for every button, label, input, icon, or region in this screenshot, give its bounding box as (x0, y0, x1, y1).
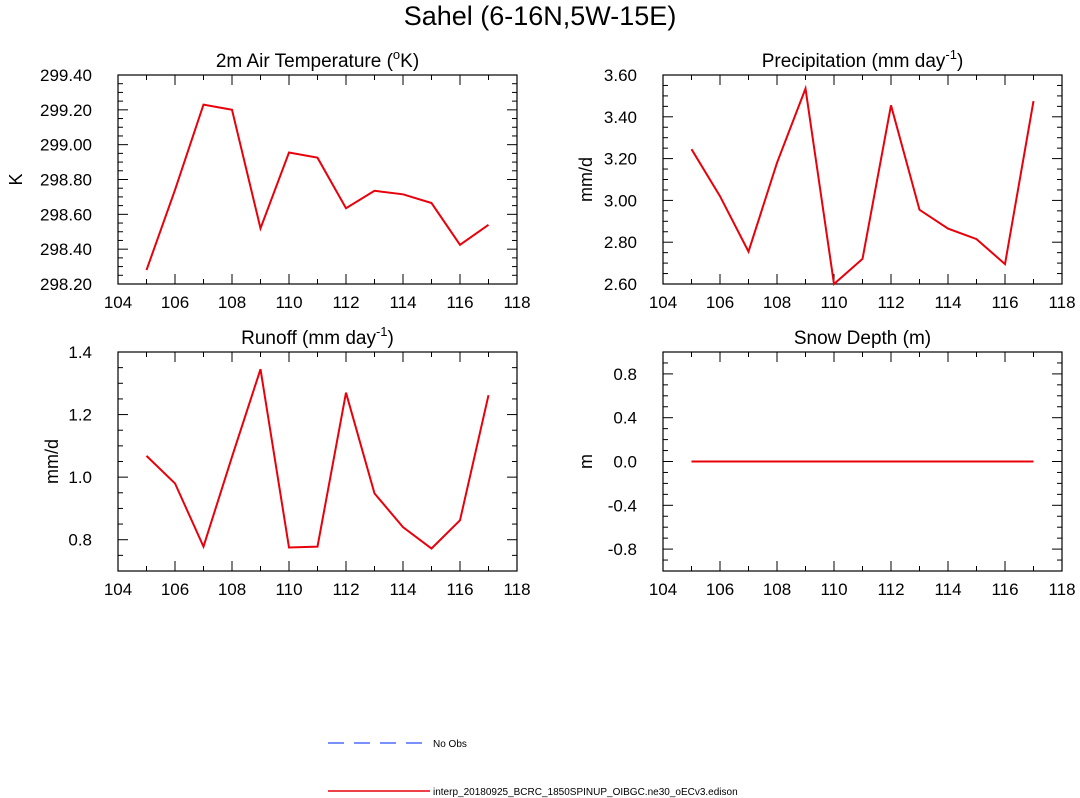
axis-ticks (117, 351, 518, 572)
y-tick-label: -0.4 (608, 496, 637, 515)
y-tick-label: 1.0 (68, 468, 92, 487)
chart-panel-2: 104 106 108 110 112 114 116 118 2.60 2.80 3.00 3.20… (576, 47, 1076, 312)
legend-label: interp_20180925_BCRC_1850SPINUP_OIBGC.ne… (433, 787, 738, 798)
x-tick-label: 118 (1048, 293, 1075, 312)
x-tick-label: 110 (275, 293, 302, 312)
x-tick-label: 114 (934, 293, 961, 312)
y-tick-label: 0.0 (613, 453, 637, 472)
axis-ticks (662, 74, 1063, 285)
x-tick-label: 116 (991, 293, 1018, 312)
x-tick-label: 118 (503, 580, 530, 599)
axis-ticks (662, 351, 1063, 572)
x-tick-label: 110 (820, 293, 847, 312)
panel-title: Snow Depth (m) (794, 328, 931, 349)
panel-title: Runoff (mm day-1) (241, 324, 394, 349)
plot-frame (117, 351, 518, 572)
x-tick-label: 110 (275, 580, 302, 599)
x-tick-label: 108 (763, 580, 791, 599)
y-tick-label: 3.20 (604, 150, 637, 169)
y-axis-label: mm/d (576, 157, 596, 202)
x-tick-label: 104 (649, 580, 677, 599)
y-axis-label: K (6, 173, 26, 185)
x-tick-label: 118 (1048, 580, 1075, 599)
series-line (690, 84, 1035, 286)
legend: No Obs interp_20180925_BCRC_1850SPINUP_OI… (328, 739, 738, 798)
x-tick-label: 116 (991, 580, 1018, 599)
x-tick-label: 108 (218, 580, 246, 599)
x-tick-label: 106 (706, 580, 734, 599)
y-tick-label: 1.2 (68, 406, 92, 425)
y-tick-label: 0.8 (68, 531, 92, 550)
y-tick-label: 299.40 (40, 66, 92, 85)
axis-ticks (117, 74, 518, 285)
y-tick-label: 3.40 (604, 108, 637, 127)
x-tick-label: 104 (104, 580, 132, 599)
y-tick-label: 0.4 (613, 409, 637, 428)
x-tick-label: 114 (934, 580, 961, 599)
y-tick-label: 0.8 (613, 365, 637, 384)
series-line (145, 368, 490, 550)
x-tick-label: 114 (389, 293, 416, 312)
x-tick-label: 108 (763, 293, 791, 312)
x-tick-label: 108 (218, 293, 246, 312)
legend-label: No Obs (433, 739, 467, 750)
x-tick-label: 106 (161, 580, 189, 599)
plot-frame (662, 74, 1063, 285)
x-tick-label: 106 (706, 293, 734, 312)
y-tick-label: 3.60 (604, 66, 637, 85)
panel-title: Precipitation (mm day-1) (762, 47, 964, 72)
chart-panel-1: 104 106 108 110 112 114 116 118 298.20 298.40 298.… (6, 47, 531, 312)
x-tick-label: 112 (332, 580, 359, 599)
x-tick-label: 104 (104, 293, 132, 312)
y-tick-label: -0.8 (608, 540, 637, 559)
y-tick-label: 2.80 (604, 233, 637, 252)
legend-item-2: interp_20180925_BCRC_1850SPINUP_OIBGC.ne… (328, 787, 738, 798)
y-tick-label: 299.20 (40, 101, 92, 120)
x-tick-label: 110 (820, 580, 847, 599)
y-tick-label: 298.40 (40, 240, 92, 259)
x-tick-label: 118 (503, 293, 530, 312)
y-axis-label: mm/d (42, 439, 62, 484)
x-tick-label: 112 (877, 293, 904, 312)
y-tick-label: 298.60 (40, 205, 92, 224)
x-tick-label: 116 (446, 580, 473, 599)
y-axis-label: m (576, 454, 596, 469)
legend-item-1: No Obs (328, 739, 467, 750)
x-tick-label: 112 (877, 580, 904, 599)
x-tick-label: 112 (332, 293, 359, 312)
y-tick-label: 3.00 (604, 191, 637, 210)
figure-title: Sahel (6-16N,5W-15E) (403, 1, 677, 31)
x-tick-label: 114 (389, 580, 416, 599)
series-line (145, 103, 490, 271)
x-tick-label: 106 (161, 293, 189, 312)
panel-title: 2m Air Temperature (oK) (216, 47, 419, 72)
y-tick-label: 1.4 (68, 343, 92, 362)
chart-panel-3: 104 106 108 110 112 114 116 118 0.8 1.0 1.2 1.4 Runo… (42, 324, 531, 599)
y-tick-label: 2.60 (604, 275, 637, 294)
y-tick-label: 298.80 (40, 171, 92, 190)
y-tick-label: 299.00 (40, 136, 92, 155)
chart-panel-4: 104 106 108 110 112 114 116 118 -0.8 -0.4 0.0 0.4 0.… (576, 328, 1076, 599)
x-tick-label: 116 (446, 293, 473, 312)
y-tick-label: 298.20 (40, 275, 92, 294)
x-tick-label: 104 (649, 293, 677, 312)
